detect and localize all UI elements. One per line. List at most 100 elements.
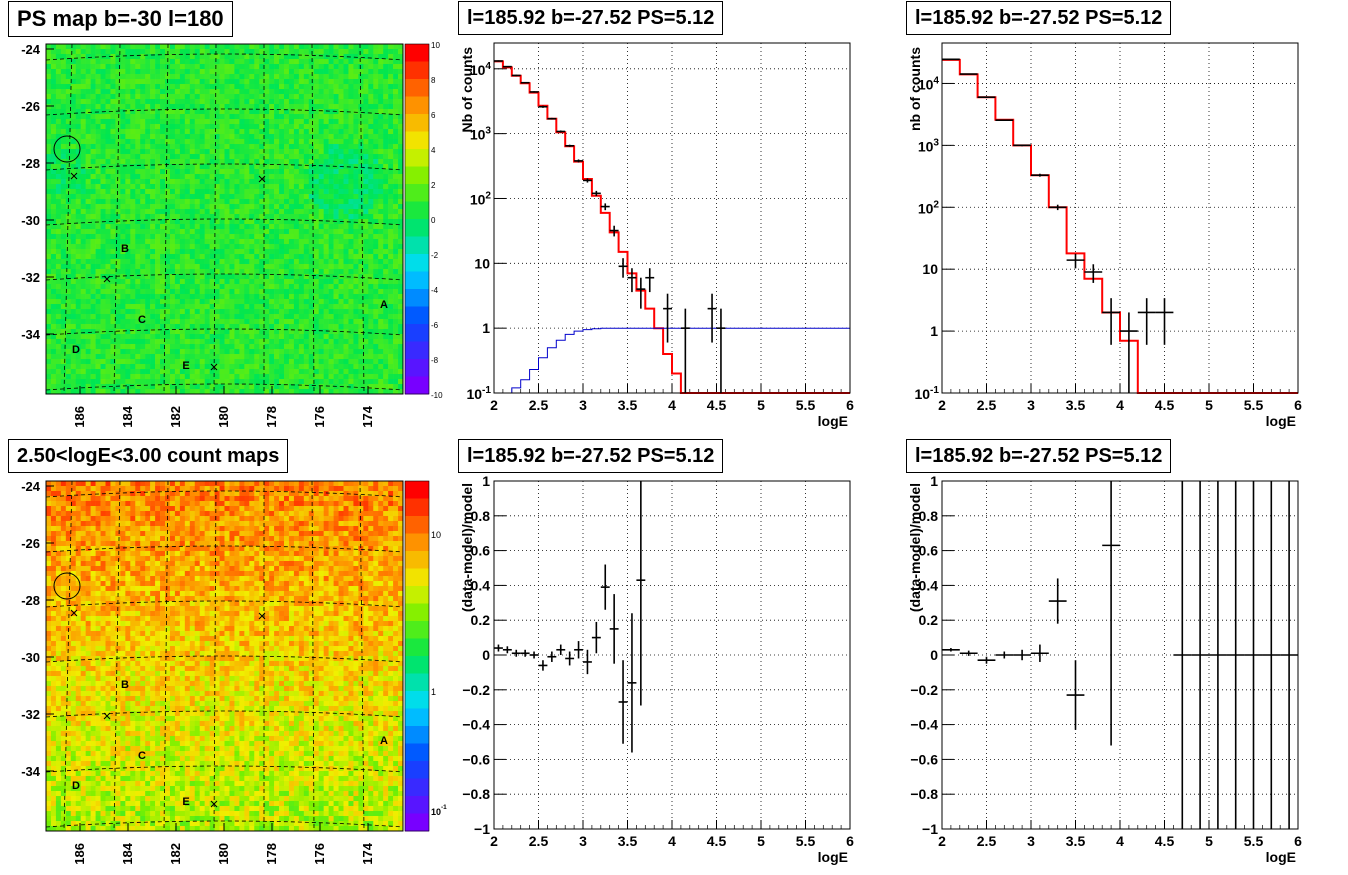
map-cell [249,219,255,225]
map-cell [264,74,270,80]
map-cell [60,254,67,260]
map-cell [363,109,369,115]
map-cell [160,109,166,115]
map-cell [264,214,270,220]
map-cell [373,109,379,115]
map-cell [353,299,359,305]
map-cell [95,184,101,190]
map-cell [323,54,329,60]
map-cell [303,304,310,310]
map-cell [160,269,166,275]
map-cell [105,44,111,50]
map-cell [353,379,359,385]
map-cell [80,209,86,215]
map-cell [328,119,334,125]
map-cell [378,299,384,305]
map-cell [264,114,270,120]
map-cell [363,184,369,190]
map-cell [46,129,52,135]
map-cell [318,329,324,335]
map-cell [234,254,240,260]
map-cell [140,244,146,250]
map-cell [249,284,255,290]
map-cell [194,354,201,360]
map-cell [358,79,364,85]
map-cell [323,189,329,195]
map-cell [224,274,230,280]
map-cell [55,244,62,250]
map-cell [279,169,285,175]
map-cell [189,149,196,155]
map-cell [224,314,230,320]
map-cell [110,104,116,110]
map-cell [120,119,126,125]
map-cell [204,329,210,335]
map-cell [189,174,196,180]
map-cell [378,154,384,160]
map-cell [313,59,320,65]
map-cell [194,109,201,115]
map-cell [274,194,280,200]
map-cell [219,339,225,345]
map-cell [55,99,62,105]
map-cell [155,349,161,355]
map-cell [100,169,106,175]
map-cell [303,384,310,390]
map-cell [219,204,225,210]
map-cell [378,339,384,345]
map-cell [145,389,151,395]
map-cell [135,384,141,390]
map-cell [293,234,300,240]
map-cell [338,334,344,340]
map-cell [328,359,334,365]
map-cell [120,289,126,295]
map-cell [110,204,116,210]
map-cell [313,54,320,60]
map-cell [125,259,131,265]
map-cell [224,244,230,250]
map-cell [60,154,67,160]
map-cell [229,224,235,230]
map-cell [46,179,52,185]
map-cell [75,49,82,55]
map-cell [353,174,359,180]
map-cell [95,279,101,285]
map-cell [279,214,285,220]
map-cell [165,109,171,115]
map-cell [100,309,106,315]
map-cell [383,319,389,325]
map-cell [348,339,354,345]
map-cell [303,284,310,290]
map-cell [234,49,240,55]
map-cell [60,279,67,285]
map-cell [145,384,151,390]
map-cell [398,249,404,255]
map-cell [174,189,181,195]
map-cell [388,154,394,160]
map-cell [80,324,86,330]
map-cell [165,374,171,380]
map-cell [145,129,151,135]
map-cell [155,244,161,250]
map-cell [333,214,339,220]
map-cell [155,369,161,375]
map-cell [100,114,106,120]
map-cell [179,289,186,295]
map-cell [234,234,240,240]
map-cell [373,94,379,100]
map-cell [249,259,255,265]
map-cell [284,364,290,370]
map-cell [358,124,364,130]
map-cell [199,294,205,300]
map-cell [383,264,389,270]
map-cell [239,64,245,70]
map-cell [358,384,364,390]
map-cell [393,104,399,110]
map-cell [308,74,315,80]
map-cell [388,99,394,105]
map-cell [338,319,344,325]
map-cell [80,284,86,290]
map-cell [194,164,201,170]
map-cell [348,44,354,50]
map-cell [328,124,334,130]
